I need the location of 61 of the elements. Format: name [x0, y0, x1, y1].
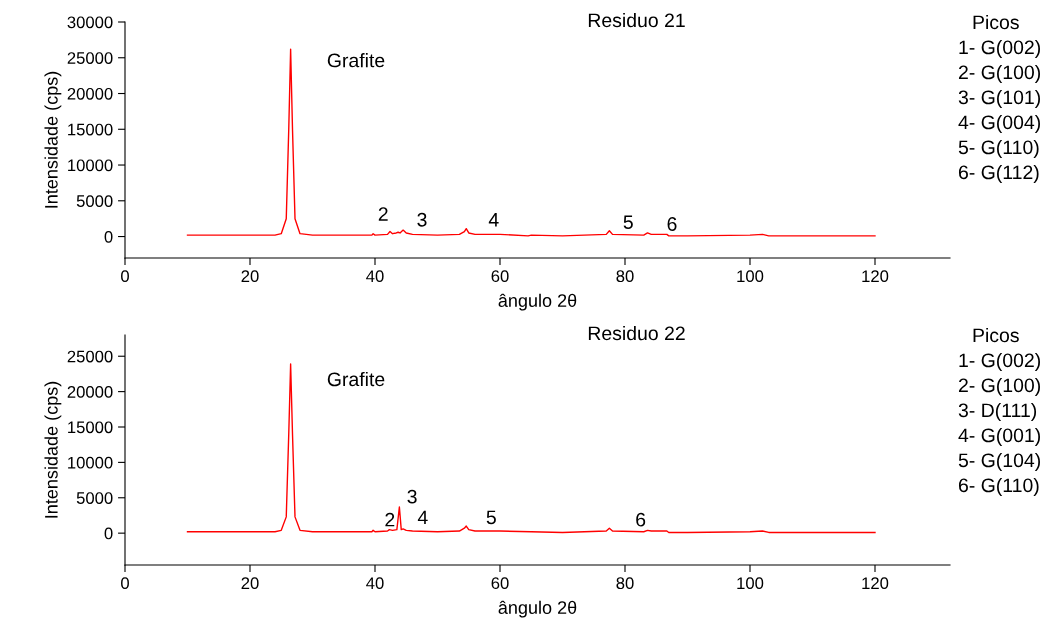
text: 1- G(002) — [959, 352, 1040, 372]
x-tick-label: 100 — [737, 270, 764, 283]
y-axis-title: Intensidade (cps) — [44, 71, 62, 208]
text: 3- D(111) — [958, 402, 1037, 422]
x-tick-label: 40 — [366, 577, 384, 590]
x-tick-label: 20 — [241, 270, 259, 283]
y-tick-label: 25000 — [67, 52, 113, 64]
annotation: 5 — [486, 510, 496, 525]
text: 2- G(100) — [958, 377, 1040, 397]
x-tick-label: 100 — [737, 577, 764, 590]
y-tick-label: 10000 — [68, 456, 113, 469]
x-axis-title: ângulo 2θ — [498, 293, 577, 311]
annotation: 3 — [417, 212, 427, 227]
text: 3- G(101) — [958, 89, 1040, 109]
annotation: 4 — [417, 510, 428, 525]
y-tick-label: 20000 — [67, 386, 113, 398]
x-tick-label: 0 — [121, 270, 129, 283]
annotation: 4 — [488, 213, 499, 227]
annotation: 3 — [407, 489, 417, 504]
text: 5- G(110) — [958, 139, 1039, 159]
annotation: 5 — [623, 215, 633, 229]
y-tick-label: 15000 — [68, 123, 113, 136]
x-tick-label: 80 — [616, 577, 634, 590]
x-axis-title: ângulo 2θ — [498, 600, 577, 618]
text: 6- G(110) — [958, 477, 1039, 497]
x-tick-label: 60 — [491, 577, 509, 590]
y-tick-label: 5000 — [76, 195, 113, 207]
y-tick-label: 20000 — [67, 87, 113, 100]
y-tick-label: 0 — [104, 527, 113, 540]
y-tick-label: 10000 — [68, 159, 113, 172]
x-tick-label: 80 — [616, 270, 634, 283]
line-series — [186, 48, 876, 237]
text: Picos — [973, 327, 1019, 343]
x-tick-label: 120 — [862, 270, 889, 283]
text: Picos — [973, 14, 1019, 30]
text: 4- G(004) — [958, 114, 1040, 134]
text: 6- G(112) — [958, 164, 1039, 184]
y-tick-label: 25000 — [67, 350, 113, 363]
x-tick-label: 40 — [366, 270, 384, 283]
y-tick-label: 0 — [104, 230, 113, 243]
annotation: 2 — [385, 512, 395, 527]
text: 1- G(002) — [959, 39, 1040, 59]
x-tick-label: 0 — [121, 577, 129, 590]
line-series — [186, 363, 876, 534]
y-axis-title: Intensidade (cps) — [44, 381, 62, 518]
text: 5- G(104) — [958, 452, 1040, 472]
chart-title: Residuo 22 — [588, 325, 685, 341]
annotation: 6 — [667, 217, 677, 231]
annotation: Grafite — [327, 53, 385, 68]
y-tick-label: 30000 — [67, 16, 113, 29]
x-tick-label: 120 — [862, 577, 889, 590]
annotation: Grafite — [327, 371, 385, 387]
text: 4- G(001) — [958, 427, 1040, 447]
annotation: 6 — [636, 512, 646, 527]
text: 2- G(100) — [958, 64, 1040, 84]
y-tick-label: 5000 — [76, 492, 113, 504]
chart-title: Residuo 21 — [588, 12, 685, 28]
x-tick-label: 20 — [241, 577, 259, 590]
x-tick-label: 60 — [491, 270, 509, 283]
y-tick-label: 15000 — [68, 421, 113, 434]
annotation: 2 — [378, 207, 388, 221]
